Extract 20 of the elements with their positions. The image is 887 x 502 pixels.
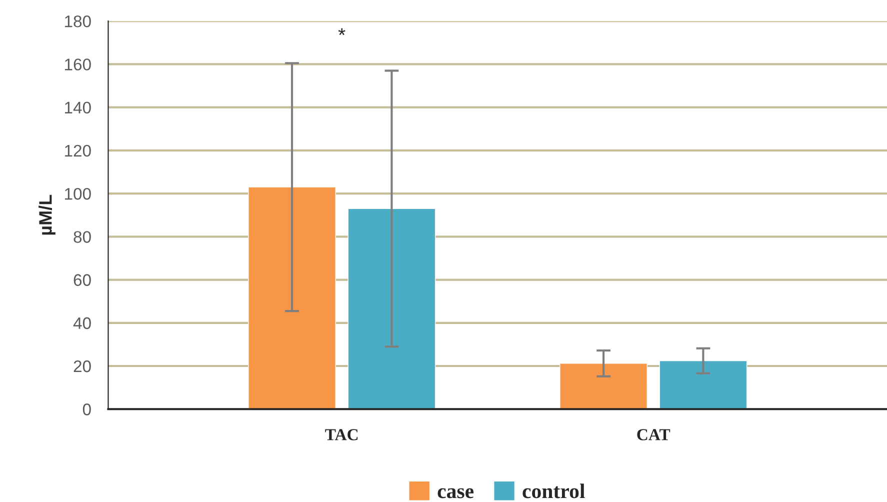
bar [560, 363, 648, 410]
bar [248, 186, 336, 410]
y-tick-label: 180 [65, 15, 91, 28]
y-tick-label: 0 [82, 404, 91, 416]
bar [659, 360, 748, 410]
y-tick-label: 80 [74, 231, 91, 243]
x-tick-label: CAT [637, 429, 670, 440]
y-tick-label: 120 [65, 144, 91, 157]
x-tick-label: TAC [325, 429, 358, 440]
annotation: * [338, 28, 346, 36]
legend-label: control [522, 484, 585, 498]
y-tick-label: 60 [74, 274, 91, 286]
y-tick-label: 140 [65, 102, 91, 114]
legend-label: case [438, 488, 474, 498]
y-tick-label: 100 [65, 188, 91, 200]
y-axis-title: µM/L [38, 194, 56, 235]
y-tick-label: 160 [65, 58, 91, 70]
bar [348, 208, 436, 410]
y-tick-label: 40 [73, 317, 91, 330]
y-tick-label: 20 [74, 360, 91, 372]
